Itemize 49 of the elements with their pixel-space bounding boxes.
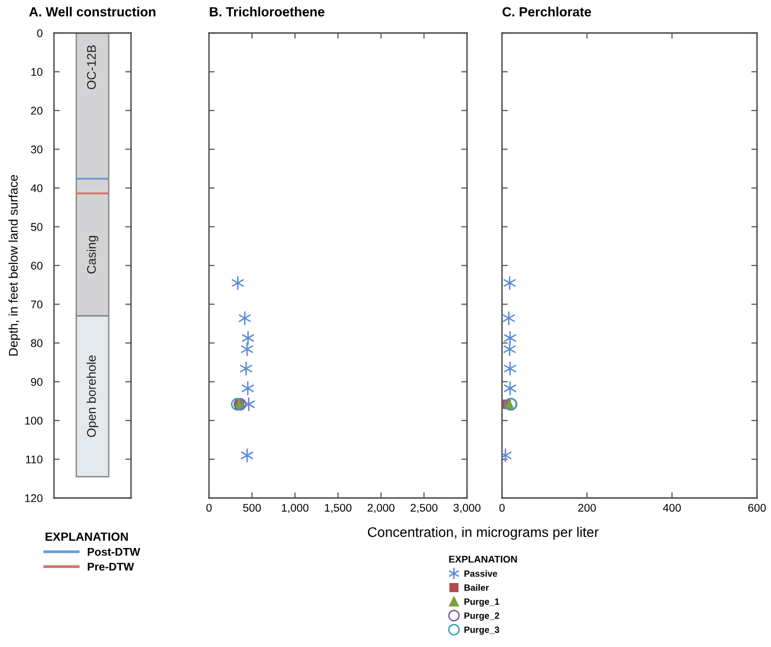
x-tick-label: 1,500	[324, 504, 352, 514]
x-tick-label: 200	[578, 504, 596, 512]
y-tick-label: 70	[31, 300, 42, 308]
y-tick-label: 40	[30, 184, 42, 192]
y-tick-label: 20	[31, 106, 42, 115]
y-tick-label: 50	[30, 223, 42, 231]
point	[242, 331, 254, 345]
chart-title: A. Well construction	[29, 6, 156, 16]
legend-title: EXPLANATION	[449, 556, 517, 563]
x-tick-label: 0	[499, 504, 505, 512]
x-tick-label: 0	[206, 504, 212, 512]
legend-label: Pre-DTW	[88, 562, 134, 571]
y-tick-label: 80	[31, 339, 42, 348]
series-label: Open borehole	[86, 355, 98, 438]
x-tick-label: 2,000	[368, 504, 394, 514]
chart-title: C. Perchlorate	[502, 6, 592, 16]
legend-label: Purge_3	[464, 626, 500, 635]
point	[240, 342, 254, 356]
y-tick-label: 60	[31, 262, 42, 270]
point	[240, 448, 254, 462]
y-axis-title: Depth, in feet below land surface	[8, 175, 20, 356]
legend-label: Passive	[464, 570, 498, 577]
y-tick-label: 10	[31, 68, 42, 76]
x-tick-label: 2,500	[410, 504, 438, 514]
legend-title: EXPLANATION	[46, 532, 128, 541]
x-tick-label: 600	[748, 504, 766, 512]
legend-label: Purge_2	[464, 612, 500, 621]
y-tick-label: 0	[37, 29, 42, 38]
annotation: OC-12B	[87, 45, 96, 90]
y-tick-label: 100	[25, 416, 42, 425]
point	[232, 276, 244, 290]
y-tick-label: 120	[25, 494, 42, 502]
x-tick-label: 1,000	[282, 504, 308, 514]
legend-label: Purge_1	[464, 598, 500, 607]
series-label: Casing	[86, 236, 98, 274]
y-tick-label: 110	[26, 456, 42, 464]
x-tick-label: 400	[662, 504, 681, 512]
chart-title: B. Trichloroethene	[210, 6, 324, 16]
point	[238, 311, 251, 326]
legend-label: Post-DTW	[88, 548, 140, 556]
x-tick-label: 3,000	[454, 504, 480, 514]
legend-label: Bailer	[464, 584, 489, 591]
point	[230, 398, 244, 411]
x-tick-label: 500	[243, 504, 261, 512]
y-tick-label: 30	[30, 146, 42, 154]
y-tick-label: 90	[31, 378, 42, 386]
x-axis-title: Concentration, in micrograms per liter	[368, 526, 599, 540]
point	[240, 362, 252, 376]
point	[242, 381, 254, 396]
